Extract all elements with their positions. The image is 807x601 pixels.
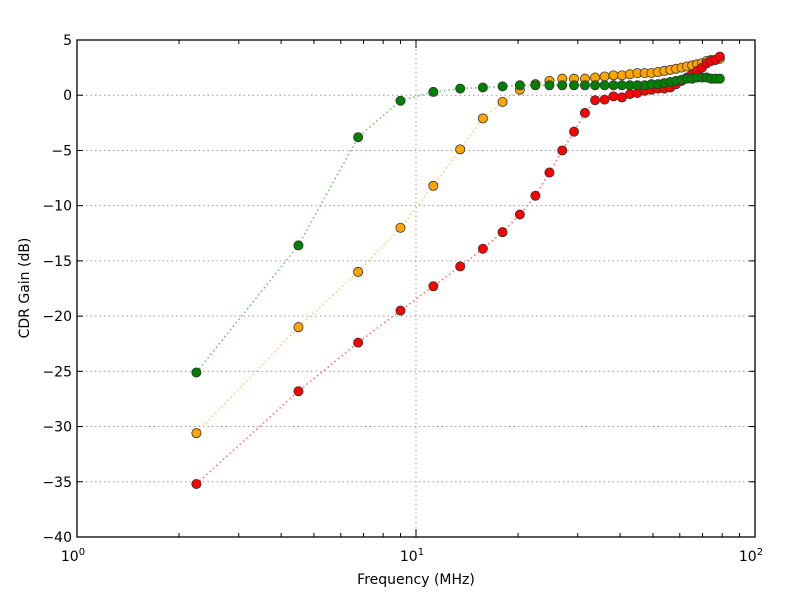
data-point bbox=[353, 266, 364, 277]
data-point bbox=[293, 240, 304, 251]
data-point bbox=[353, 132, 364, 143]
data-point bbox=[477, 113, 488, 124]
data-point bbox=[497, 227, 508, 238]
x-axis-label: Frequency (MHz) bbox=[357, 572, 475, 588]
data-point bbox=[557, 80, 568, 91]
data-point bbox=[544, 167, 555, 178]
data-point bbox=[530, 80, 541, 91]
data-point bbox=[608, 91, 619, 102]
x-tick-label: 100 bbox=[61, 547, 85, 565]
y-tick-labels: 5 0 −5 −10 −15 −20 −25 −30 −35 −40 bbox=[42, 33, 72, 546]
y-tick-label: −25 bbox=[42, 364, 72, 380]
data-point bbox=[477, 82, 488, 93]
data-point bbox=[569, 126, 580, 137]
y-tick-label: −15 bbox=[42, 254, 72, 270]
data-point bbox=[497, 96, 508, 107]
data-point bbox=[579, 80, 590, 91]
series-0 bbox=[191, 53, 725, 439]
data-point bbox=[191, 478, 202, 489]
series-1 bbox=[191, 51, 725, 489]
data-point bbox=[428, 281, 439, 292]
data-point bbox=[590, 80, 601, 91]
data-point bbox=[590, 95, 601, 106]
series-line bbox=[195, 76, 720, 373]
data-point bbox=[428, 86, 439, 97]
series-line bbox=[195, 58, 721, 434]
data-point bbox=[608, 80, 619, 91]
data-point bbox=[514, 209, 525, 220]
data-point bbox=[395, 95, 406, 106]
data-point bbox=[530, 190, 541, 201]
data-point bbox=[714, 73, 725, 84]
data-point bbox=[569, 80, 580, 91]
y-tick-label: −10 bbox=[42, 199, 72, 215]
data-point bbox=[497, 81, 508, 92]
data-point bbox=[544, 80, 555, 91]
data-point bbox=[353, 337, 364, 348]
data-point bbox=[477, 243, 488, 254]
y-tick-label: 5 bbox=[63, 33, 72, 49]
data-point bbox=[608, 70, 619, 81]
x-tick-label: 101 bbox=[400, 547, 424, 565]
data-point bbox=[428, 180, 439, 191]
y-tick-label: −35 bbox=[42, 475, 72, 491]
grid bbox=[77, 40, 755, 537]
data-point bbox=[599, 94, 610, 105]
data-point bbox=[599, 80, 610, 91]
series-2 bbox=[191, 72, 725, 378]
data-point bbox=[293, 322, 304, 333]
data-point bbox=[395, 305, 406, 316]
series-layer bbox=[191, 51, 725, 489]
data-point bbox=[293, 386, 304, 397]
data-point bbox=[191, 428, 202, 439]
data-point bbox=[455, 83, 466, 94]
data-point bbox=[191, 367, 202, 378]
plot-frame bbox=[76, 39, 756, 538]
data-point bbox=[395, 222, 406, 233]
x-tick-labels: 100 101 102 bbox=[61, 547, 763, 565]
data-point bbox=[557, 145, 568, 156]
data-point bbox=[514, 80, 525, 91]
y-tick-label: −20 bbox=[42, 309, 72, 325]
data-point bbox=[714, 51, 725, 62]
data-point bbox=[455, 261, 466, 272]
y-tick-label: 0 bbox=[63, 88, 72, 104]
data-point bbox=[579, 107, 590, 118]
y-axis-label: CDR Gain (dB) bbox=[17, 238, 33, 339]
y-tick-label: −40 bbox=[42, 530, 72, 546]
y-tick-label: −30 bbox=[42, 420, 72, 436]
data-point bbox=[599, 71, 610, 82]
data-point bbox=[455, 144, 466, 155]
x-tick-label: 102 bbox=[739, 547, 763, 565]
y-tick-label: −5 bbox=[51, 143, 72, 159]
